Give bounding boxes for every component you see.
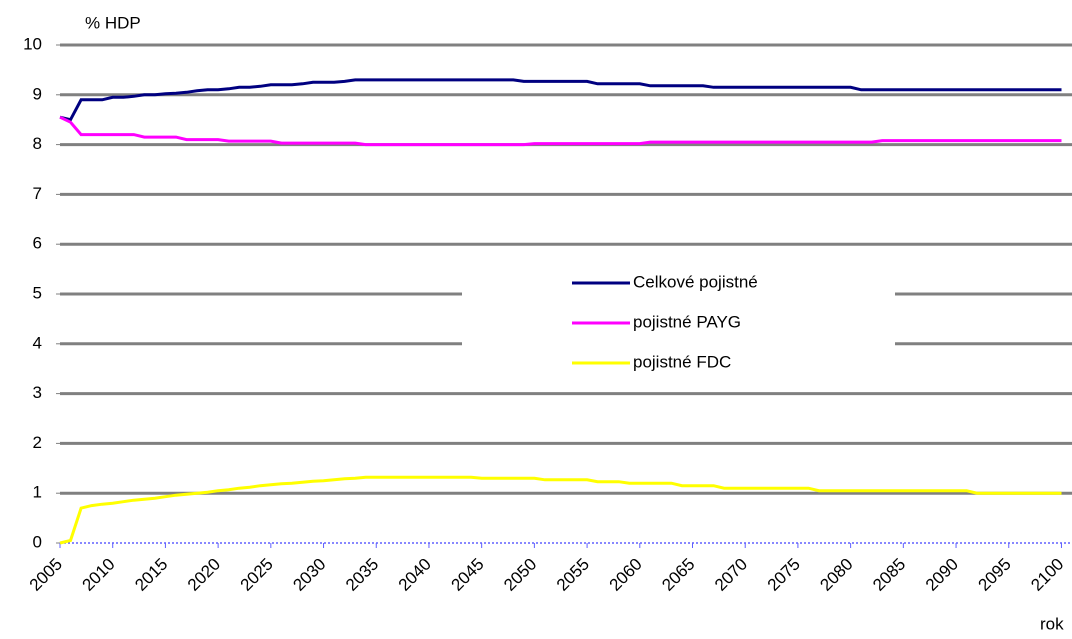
x-tick-label: 2060 — [606, 555, 646, 595]
y-tick-label: 8 — [33, 134, 42, 153]
y-tick-label: 6 — [33, 234, 42, 253]
x-tick-label: 2080 — [816, 555, 856, 595]
legend-label: Celkové pojistné — [633, 272, 758, 291]
x-tick-label: 2040 — [395, 555, 435, 595]
y-tick-label: 4 — [33, 333, 42, 352]
x-tick-label: 2090 — [922, 555, 962, 595]
x-tick-label: 2100 — [1027, 555, 1067, 595]
y-tick-label: 10 — [23, 34, 42, 53]
y-tick-label: 3 — [33, 383, 42, 402]
x-tick-label: 2070 — [711, 555, 751, 595]
x-tick-label: 2025 — [237, 555, 277, 595]
legend-label: pojistné FDC — [633, 352, 731, 371]
y-tick-label: 7 — [33, 184, 42, 203]
x-tick-label: 2055 — [553, 555, 593, 595]
x-tick-label: 2045 — [447, 555, 487, 595]
series-line — [59, 115, 1062, 147]
x-tick-label: 2030 — [289, 555, 329, 595]
x-axis-label: rok — [1040, 614, 1064, 633]
y-tick-label: 2 — [33, 433, 42, 452]
legend-label: pojistné PAYG — [633, 312, 741, 331]
x-tick-label: 2065 — [658, 555, 698, 595]
series-line — [59, 78, 1062, 122]
x-tick-label: 2095 — [975, 555, 1015, 595]
y-tick-label: 5 — [33, 283, 42, 302]
x-tick-label: 2035 — [342, 555, 382, 595]
y-axis-label: % HDP — [85, 13, 141, 32]
x-tick-label: 2010 — [79, 555, 119, 595]
legend-box — [462, 265, 895, 380]
x-tick-label: 2020 — [184, 555, 224, 595]
y-tick-label: 9 — [33, 84, 42, 103]
x-tick-label: 2050 — [500, 555, 540, 595]
series-line — [59, 475, 1062, 545]
x-tick-label: 2075 — [764, 555, 804, 595]
x-tick-label: 2015 — [131, 555, 171, 595]
y-tick-label: 1 — [33, 483, 42, 502]
x-tick-label: 2085 — [869, 555, 909, 595]
x-tick-label: 2005 — [26, 555, 66, 595]
y-tick-label: 0 — [33, 532, 42, 551]
